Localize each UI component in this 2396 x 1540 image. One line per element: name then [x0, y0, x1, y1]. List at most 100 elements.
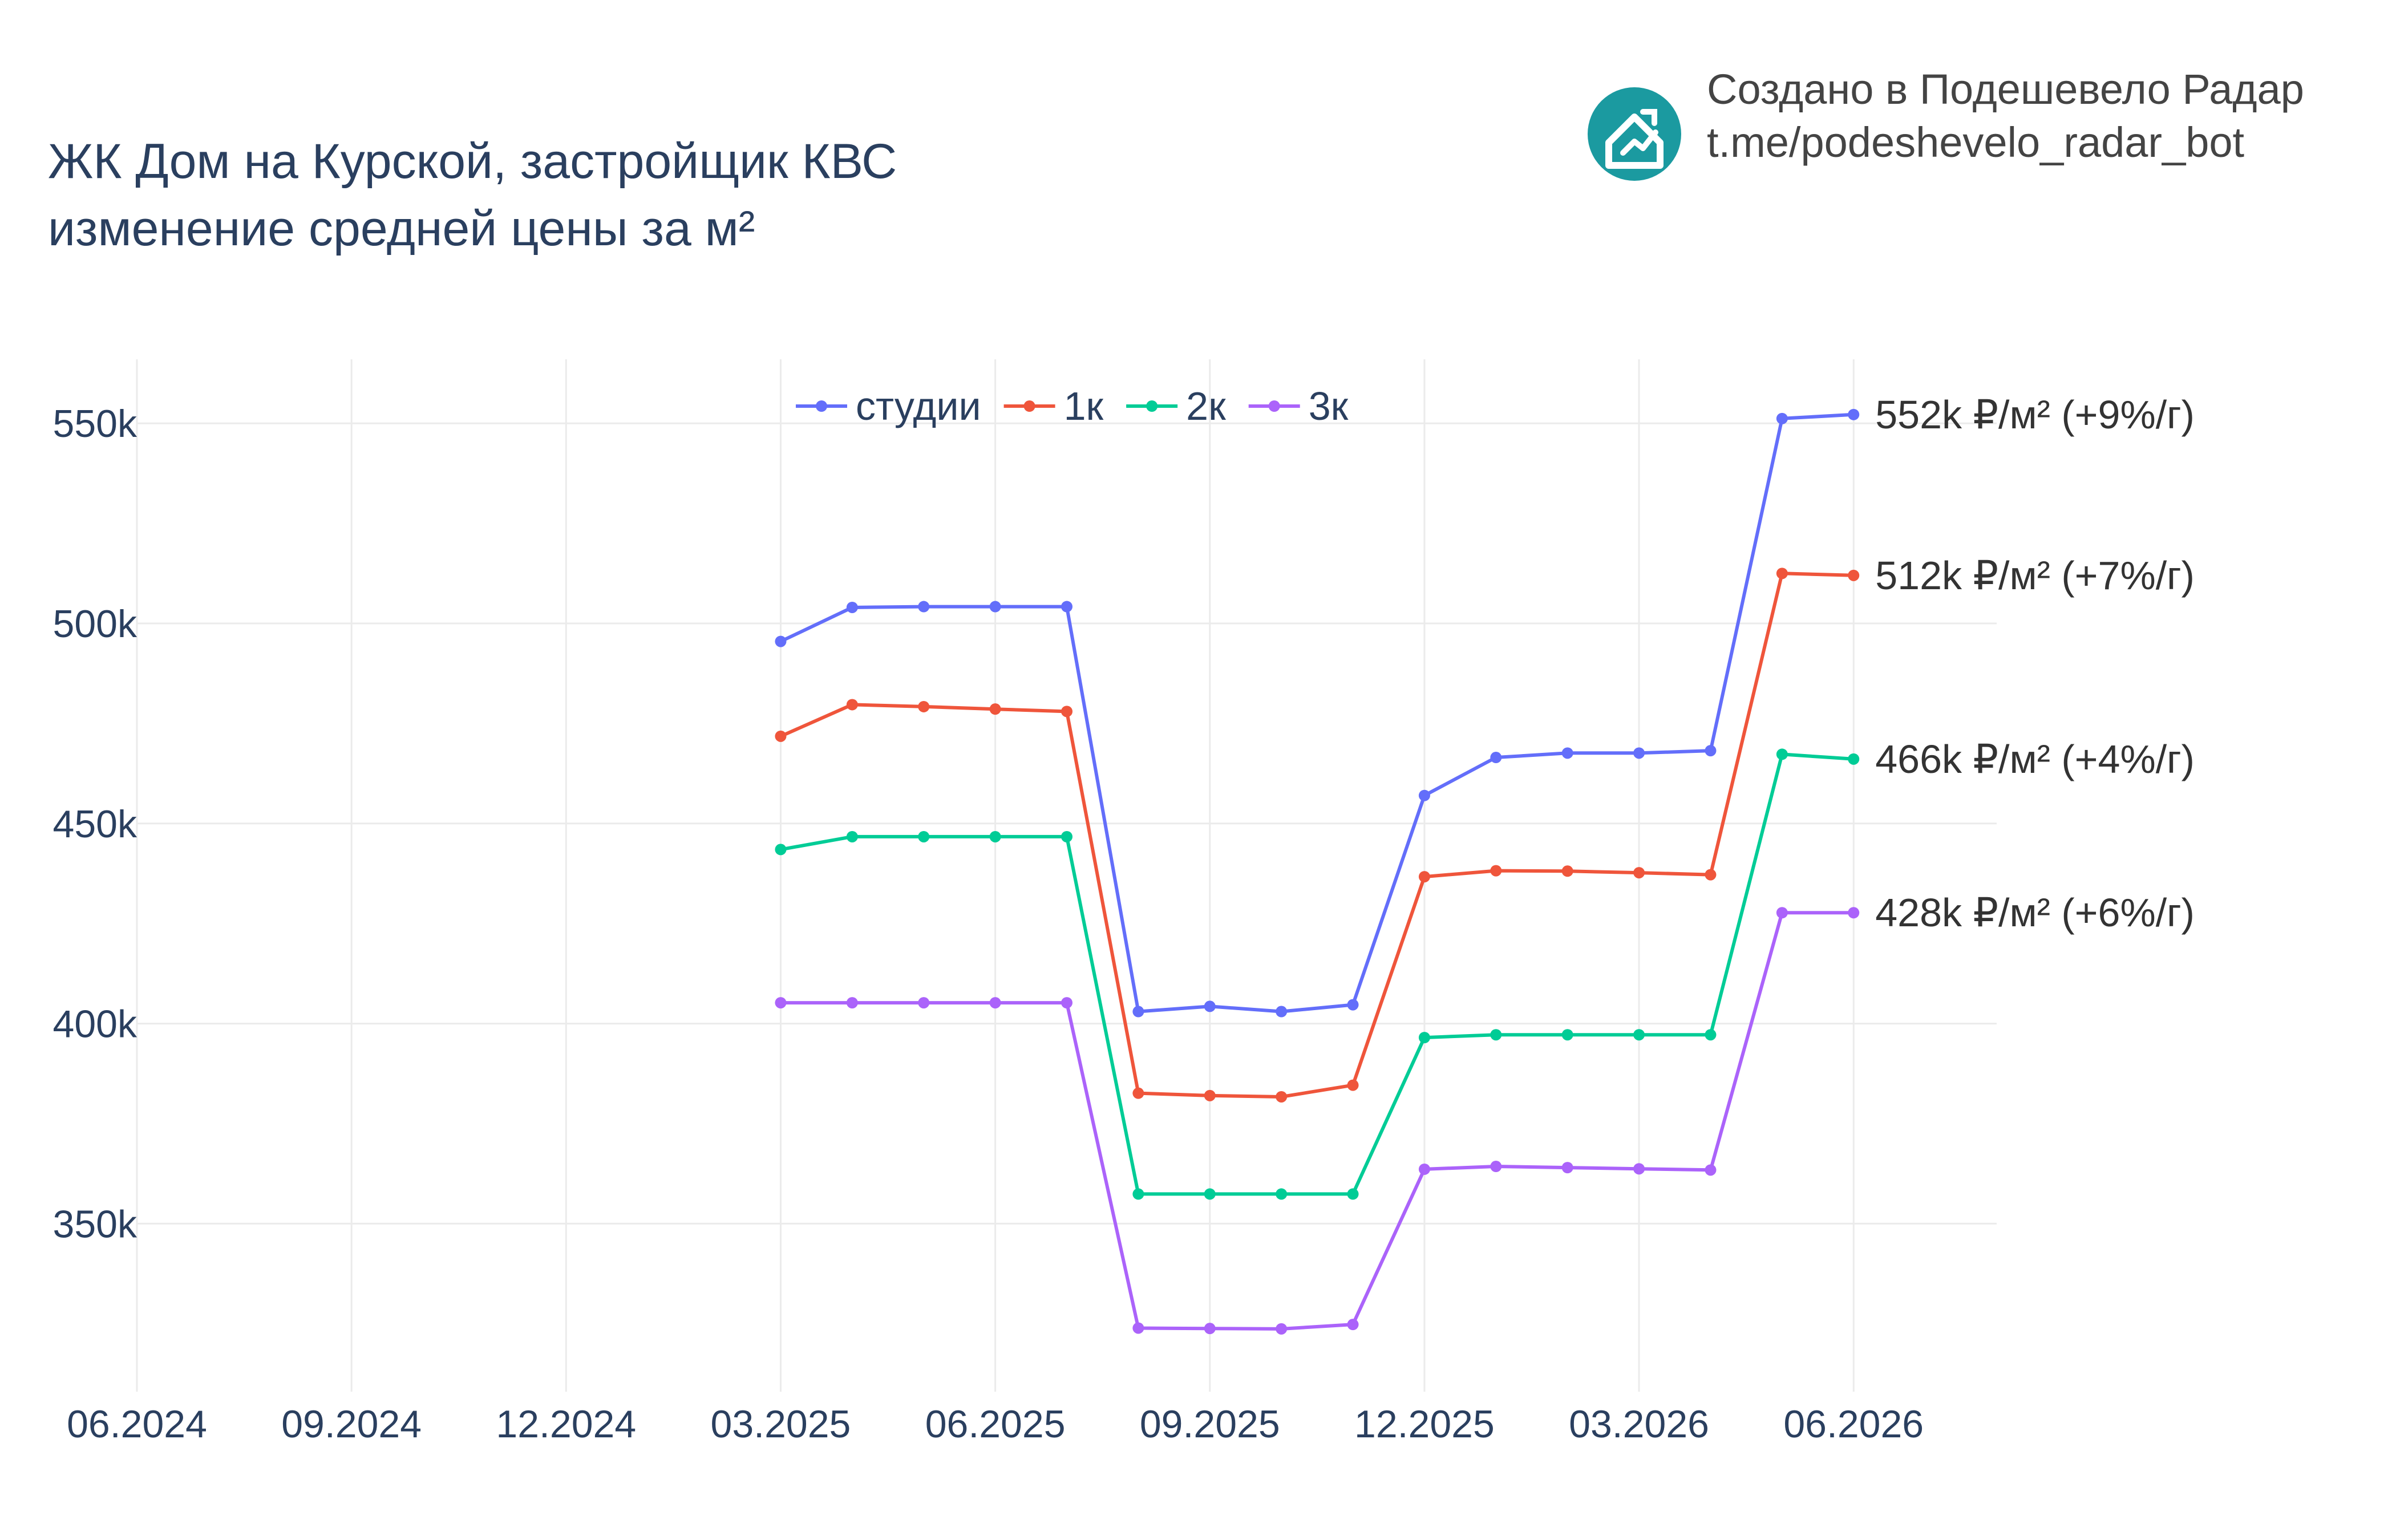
data-point: [775, 635, 787, 647]
series-end-label: 512k ₽/м² (+7%/г): [1875, 553, 2195, 598]
y-tick-label: 450k: [53, 803, 137, 846]
series-end-label: 466k ₽/м² (+4%/г): [1875, 737, 2195, 781]
series-1: [775, 408, 1860, 1018]
y-tick-label: 550k: [53, 402, 137, 445]
data-point: [1705, 745, 1717, 757]
data-point: [1061, 997, 1072, 1009]
data-point: [918, 601, 930, 613]
legend-swatch-marker: [1268, 400, 1280, 412]
series-lines: [775, 408, 1860, 1335]
y-tick-label: 350k: [53, 1202, 137, 1246]
series-end-label: 552k ₽/м² (+9%/г): [1875, 392, 2195, 437]
data-point: [1276, 1091, 1288, 1103]
x-tick-label: 09.2024: [281, 1403, 422, 1446]
x-tick-label: 12.2024: [496, 1403, 636, 1446]
data-point: [989, 703, 1001, 715]
legend-swatch-marker: [816, 400, 827, 412]
data-point: [1347, 999, 1359, 1011]
data-point: [1633, 1163, 1645, 1175]
data-point: [989, 997, 1001, 1009]
data-point: [846, 997, 858, 1009]
legend-swatch-marker: [1146, 400, 1158, 412]
data-point: [989, 601, 1001, 613]
x-tick-label: 03.2026: [1569, 1403, 1709, 1446]
data-point: [1276, 1006, 1288, 1018]
data-point: [1347, 1188, 1359, 1200]
chart-title-line-1: ЖК Дом на Курской, застройщик КВС: [48, 134, 897, 189]
data-point: [775, 730, 787, 742]
credit-text: Создано в Подешевело Радар: [1707, 66, 2304, 113]
house-chart-icon: [1588, 87, 1681, 181]
data-point: [1204, 1000, 1216, 1012]
data-point: [1490, 1029, 1502, 1041]
data-point: [1347, 1079, 1359, 1091]
data-point: [989, 830, 1001, 842]
data-point: [1776, 568, 1788, 579]
data-point: [1561, 747, 1573, 759]
data-point: [1276, 1188, 1288, 1200]
data-point: [1418, 1032, 1430, 1044]
legend-item-4[interactable]: 3к: [1248, 384, 1349, 428]
data-point: [1705, 1029, 1717, 1041]
data-point: [846, 699, 858, 711]
x-tick-label: 03.2025: [711, 1403, 851, 1446]
data-point: [1848, 753, 1860, 765]
data-point: [1561, 1162, 1573, 1174]
data-point: [1061, 601, 1072, 613]
data-point: [1561, 1029, 1573, 1041]
series-line: [780, 572, 1854, 1099]
legend-item-3[interactable]: 2к: [1126, 384, 1226, 428]
data-point: [1204, 1323, 1216, 1335]
data-point: [1204, 1188, 1216, 1200]
data-point: [1132, 1087, 1144, 1099]
data-point: [1061, 830, 1072, 842]
data-point: [1848, 408, 1860, 420]
data-point: [1776, 748, 1788, 760]
legend[interactable]: студии 1к 2к 3к: [796, 384, 1349, 428]
legend-item-1[interactable]: студии: [796, 384, 981, 428]
data-point: [1633, 867, 1645, 879]
data-point: [1776, 907, 1788, 919]
x-axis-tick-labels: 06.2024 09.2024 12.2024 03.2025 06.2025 09.20…: [67, 1403, 1924, 1446]
data-point: [1705, 1164, 1717, 1176]
data-point: [846, 830, 858, 842]
data-point: [846, 601, 858, 613]
x-tick-label: 12.2025: [1354, 1403, 1495, 1446]
data-point: [1132, 1188, 1144, 1200]
x-tick-label: 06.2026: [1783, 1403, 1924, 1446]
data-point: [1490, 865, 1502, 877]
data-point: [1561, 865, 1573, 877]
series-line: [780, 911, 1854, 1331]
data-point: [1705, 869, 1717, 881]
legend-label: 3к: [1309, 384, 1349, 428]
data-point: [1418, 789, 1430, 801]
data-point: [918, 700, 930, 712]
series-3: [775, 748, 1860, 1200]
y-tick-label: 500k: [53, 602, 137, 646]
data-point: [775, 844, 787, 856]
data-point: [1633, 1029, 1645, 1041]
x-tick-label: 09.2025: [1140, 1403, 1280, 1446]
data-point: [1418, 1163, 1430, 1175]
legend-label: студии: [856, 384, 981, 428]
data-point: [1132, 1006, 1144, 1018]
data-point: [1061, 706, 1072, 718]
credit-link[interactable]: t.me/podeshevelo_radar_bot: [1707, 119, 2245, 166]
series-end-label: 428k ₽/м² (+6%/г): [1875, 890, 2195, 935]
chart-title-line-2: изменение средней цены за м²: [48, 201, 755, 256]
legend-swatch-marker: [1023, 400, 1035, 412]
legend-item-2[interactable]: 1к: [1003, 384, 1104, 428]
series-4: [775, 907, 1860, 1335]
series-2: [775, 568, 1860, 1103]
data-point: [1490, 752, 1502, 764]
data-point: [1490, 1161, 1502, 1173]
data-point: [918, 830, 930, 842]
data-point: [1204, 1089, 1216, 1101]
data-point: [1848, 907, 1860, 919]
x-tick-label: 06.2025: [925, 1403, 1066, 1446]
series-line: [780, 412, 1854, 1014]
data-point: [1276, 1323, 1288, 1335]
data-point: [1776, 412, 1788, 424]
